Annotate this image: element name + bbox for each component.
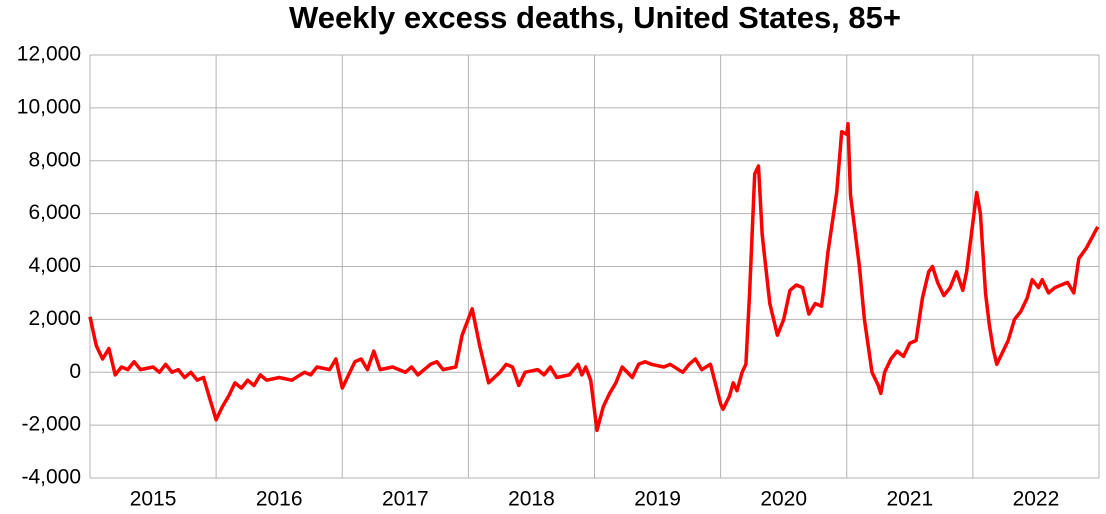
x-tick-label: 2018 bbox=[508, 488, 555, 511]
y-tick-label: 12,000 bbox=[17, 43, 81, 66]
y-tick-label: 8,000 bbox=[28, 148, 81, 171]
x-tick-label: 2020 bbox=[760, 488, 807, 511]
x-tick-label: 2016 bbox=[256, 488, 303, 511]
x-tick-label: 2019 bbox=[634, 488, 681, 511]
x-tick-label: 2015 bbox=[130, 488, 177, 511]
x-tick-label: 2017 bbox=[382, 488, 429, 511]
data-line bbox=[88, 121, 1100, 433]
y-tick-label: 0 bbox=[69, 360, 81, 383]
y-tick-label: 4,000 bbox=[28, 254, 81, 277]
y-tick-label: 6,000 bbox=[28, 201, 81, 224]
x-tick-label: 2021 bbox=[886, 488, 933, 511]
y-tick-label: -2,000 bbox=[21, 413, 81, 436]
x-tick-label: 2022 bbox=[1013, 488, 1060, 511]
y-tick-label: 2,000 bbox=[28, 307, 81, 330]
y-tick-label: 10,000 bbox=[17, 95, 81, 118]
chart-title: Weekly excess deaths, United States, 85+ bbox=[289, 0, 901, 35]
y-tick-label: -4,000 bbox=[21, 466, 81, 489]
